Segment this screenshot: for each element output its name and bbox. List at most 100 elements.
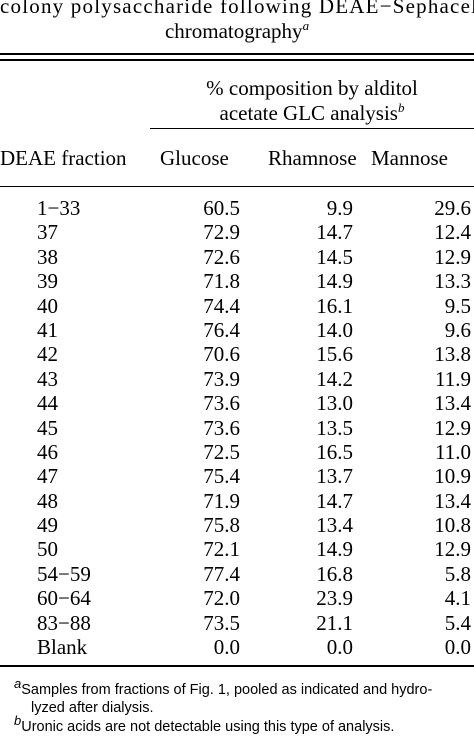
cell-mannose: 10.9 [434,464,471,489]
cell-rhamnose: 23.9 [316,586,353,611]
table-row: 83−88 73.5 21.1 5.4 [0,611,474,635]
table-row: 39 71.8 14.9 13.3 [0,269,474,293]
footnote-marker-a: a [302,18,310,33]
cell-fraction: 44 [37,391,58,416]
cell-rhamnose: 0.0 [326,635,353,660]
cell-rhamnose: 16.8 [316,561,353,586]
cell-rhamnose: 16.5 [316,439,353,464]
table-caption-line1: colony polysaccharide following DEAE−Sep… [0,0,474,18]
spanning-header-text: acetate GLC analysis [219,101,398,125]
spanning-header-line2: acetate GLC analysisb [150,100,474,127]
table-row: 48 71.9 14.7 13.4 [0,489,474,513]
cell-fraction: 41 [37,317,58,342]
cell-rhamnose: 9.9 [326,196,353,220]
cell-mannose: 10.8 [434,513,471,538]
table-row: 49 75.8 13.4 10.8 [0,513,474,537]
top-rule-double [0,59,474,61]
cell-mannose: 13.4 [434,391,471,416]
table-caption-line2: chromatographya [0,19,474,44]
cell-fraction: 83−88 [37,610,91,635]
cell-fraction: 37 [37,220,58,245]
caption-text: chromatography [164,19,303,43]
table-row: 60−64 72.0 23.9 4.1 [0,586,474,610]
cell-mannose: 12.9 [434,244,471,269]
cell-fraction: 54−59 [37,561,91,586]
footnote-a-continuation: lyzed after dialysis. [31,700,154,716]
footnote-b-marker: b [14,713,22,729]
table-row: 43 73.9 14.2 11.9 [0,367,474,391]
cell-rhamnose: 21.1 [316,610,353,635]
cell-glucose: 75.4 [203,464,240,489]
cell-rhamnose: 13.7 [316,464,353,489]
header-rule [0,186,474,187]
cell-mannose: 11.9 [435,366,471,391]
cell-mannose: 13.3 [434,269,471,294]
table-row: 46 72.5 16.5 11.0 [0,440,474,464]
cell-glucose: 71.8 [203,269,240,294]
cell-glucose: 77.4 [203,561,240,586]
cell-rhamnose: 14.0 [316,317,353,342]
cell-fraction: 49 [37,513,58,538]
cell-rhamnose: 13.4 [316,513,353,538]
cell-fraction: 60−64 [37,586,91,611]
cell-fraction: 1−33 [37,196,81,220]
cell-mannose: 0.0 [444,635,471,660]
cell-fraction: 46 [37,439,58,464]
cell-rhamnose: 14.7 [316,488,353,513]
table-row: 1−33 60.5 9.9 29.6 [0,196,474,220]
table-row: 41 76.4 14.0 9.6 [0,318,474,342]
cell-mannose: 13.8 [434,342,471,367]
footnote-a-text: Samples from fractions of Fig. 1, pooled… [21,682,433,698]
cell-rhamnose: 13.5 [316,415,353,440]
spanning-header-line1: % composition by alditol [206,76,418,100]
cell-fraction: 39 [37,269,58,294]
cell-rhamnose: 14.7 [316,220,353,245]
top-rule [0,53,474,55]
cell-rhamnose: 15.6 [316,342,353,367]
cell-rhamnose: 16.1 [316,293,353,318]
table-row: 40 74.4 16.1 9.5 [0,294,474,318]
cell-glucose: 72.1 [203,537,240,562]
cell-mannose: 12.9 [434,415,471,440]
cell-glucose: 76.4 [203,317,240,342]
cell-rhamnose: 14.9 [316,269,353,294]
table-row: 47 75.4 13.7 10.9 [0,464,474,488]
cell-rhamnose: 13.0 [316,391,353,416]
column-header-glucose: Glucose [160,146,229,170]
cell-glucose: 73.6 [203,391,240,416]
cell-fraction: 50 [37,537,58,562]
cell-fraction: 45 [37,415,58,440]
cell-glucose: 72.5 [203,439,240,464]
cell-mannose: 12.9 [434,537,471,562]
table-row: 44 73.6 13.0 13.4 [0,391,474,415]
table-row: 42 70.6 15.6 13.8 [0,342,474,366]
cell-fraction: 48 [37,488,58,513]
cell-rhamnose: 14.9 [316,537,353,562]
cell-glucose: 70.6 [203,342,240,367]
cell-glucose: 73.5 [203,610,240,635]
cell-glucose: 60.5 [203,196,240,220]
cell-glucose: 74.4 [203,293,240,318]
column-header-fraction: DEAE fraction [0,146,127,170]
table-row: 45 73.6 13.5 12.9 [0,416,474,440]
bottom-rule [0,665,474,667]
cell-glucose: 0.0 [213,635,240,660]
footnote-a-marker: a [14,676,22,692]
footnote-marker-b: b [397,100,405,115]
cell-glucose: 73.6 [203,415,240,440]
table-row: Blank 0.0 0.0 0.0 [0,635,474,659]
cell-mannose: 12.4 [434,220,471,245]
cell-glucose: 72.0 [203,586,240,611]
cell-fraction: 43 [37,366,58,391]
cell-fraction: 47 [37,464,58,489]
cell-glucose: 72.6 [203,244,240,269]
cell-mannose: 13.4 [434,488,471,513]
cell-glucose: 73.9 [203,366,240,391]
cell-fraction: 38 [37,244,58,269]
cell-glucose: 72.9 [203,220,240,245]
cell-fraction: Blank [37,635,88,660]
cell-rhamnose: 14.5 [316,244,353,269]
column-header-rhamnose: Rhamnose [268,146,357,170]
cell-mannose: 5.4 [444,610,471,635]
cell-rhamnose: 14.2 [316,366,353,391]
